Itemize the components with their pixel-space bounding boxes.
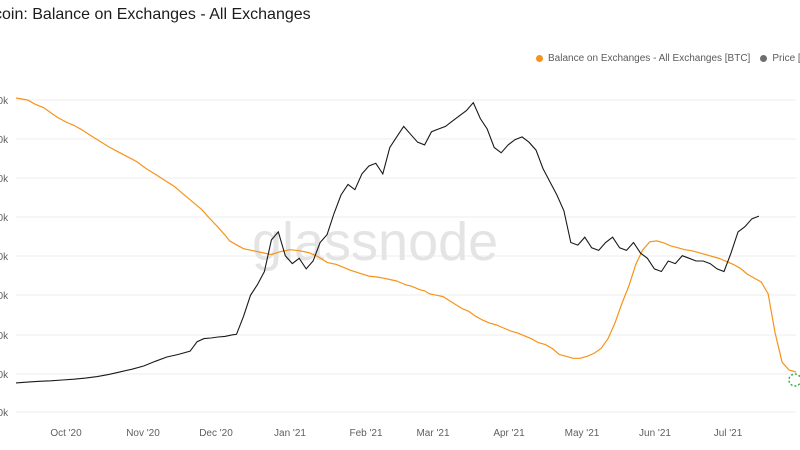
y-tick-label: 50k bbox=[0, 213, 9, 224]
legend-label-balance: Balance on Exchanges - All Exchanges [BT… bbox=[548, 52, 751, 64]
x-tick-label: Jan '21 bbox=[274, 428, 306, 439]
y-tick-label: 50k bbox=[0, 291, 9, 302]
price-line bbox=[15, 101, 760, 384]
watermark: glassnode bbox=[252, 212, 498, 272]
y-tick-label: 00k bbox=[0, 408, 9, 419]
x-tick-label: Jun '21 bbox=[639, 428, 671, 439]
current-point-marker bbox=[788, 373, 800, 387]
x-tick-label: Oct '20 bbox=[50, 428, 82, 439]
y-tick-label: 50k bbox=[0, 135, 9, 146]
balance-line bbox=[15, 97, 797, 373]
legend: Balance on Exchanges - All Exchanges [BT… bbox=[536, 51, 800, 65]
y-tick-label: 00k bbox=[0, 96, 9, 107]
x-tick-label: Jul '21 bbox=[714, 428, 743, 439]
legend-dot-price bbox=[760, 54, 768, 62]
chart-title: coin: Balance on Exchanges - All Exchang… bbox=[0, 6, 311, 23]
x-tick-label: Dec '20 bbox=[199, 428, 233, 439]
legend-label-price: Price [USD] bbox=[772, 52, 800, 64]
legend-item-price[interactable]: Price [USD] bbox=[760, 53, 800, 64]
x-tick-label: Feb '21 bbox=[349, 428, 382, 439]
x-tick-label: Mar '21 bbox=[416, 428, 449, 439]
x-tick-label: Apr '21 bbox=[493, 428, 525, 439]
x-axis: Oct '20 Nov '20 Dec '20 Jan '21 Feb '21 Mar '… bbox=[50, 428, 742, 439]
y-tick-label: 00k bbox=[0, 331, 9, 342]
series-balance bbox=[15, 97, 797, 373]
marker-circle bbox=[788, 373, 800, 387]
y-tick-label: 00k bbox=[0, 174, 9, 185]
y-axis: 00k 50k 00k 50k 00k 50k 00k 50k 00k bbox=[0, 96, 9, 419]
grid-lines bbox=[16, 99, 796, 413]
legend-item-balance[interactable]: Balance on Exchanges - All Exchanges [BT… bbox=[536, 53, 750, 64]
x-tick-label: May '21 bbox=[565, 428, 600, 439]
legend-dot-balance bbox=[536, 54, 543, 62]
series-price bbox=[15, 101, 760, 384]
x-tick-label: Nov '20 bbox=[126, 428, 160, 439]
y-tick-label: 00k bbox=[0, 252, 9, 263]
y-tick-label: 50k bbox=[0, 370, 9, 381]
